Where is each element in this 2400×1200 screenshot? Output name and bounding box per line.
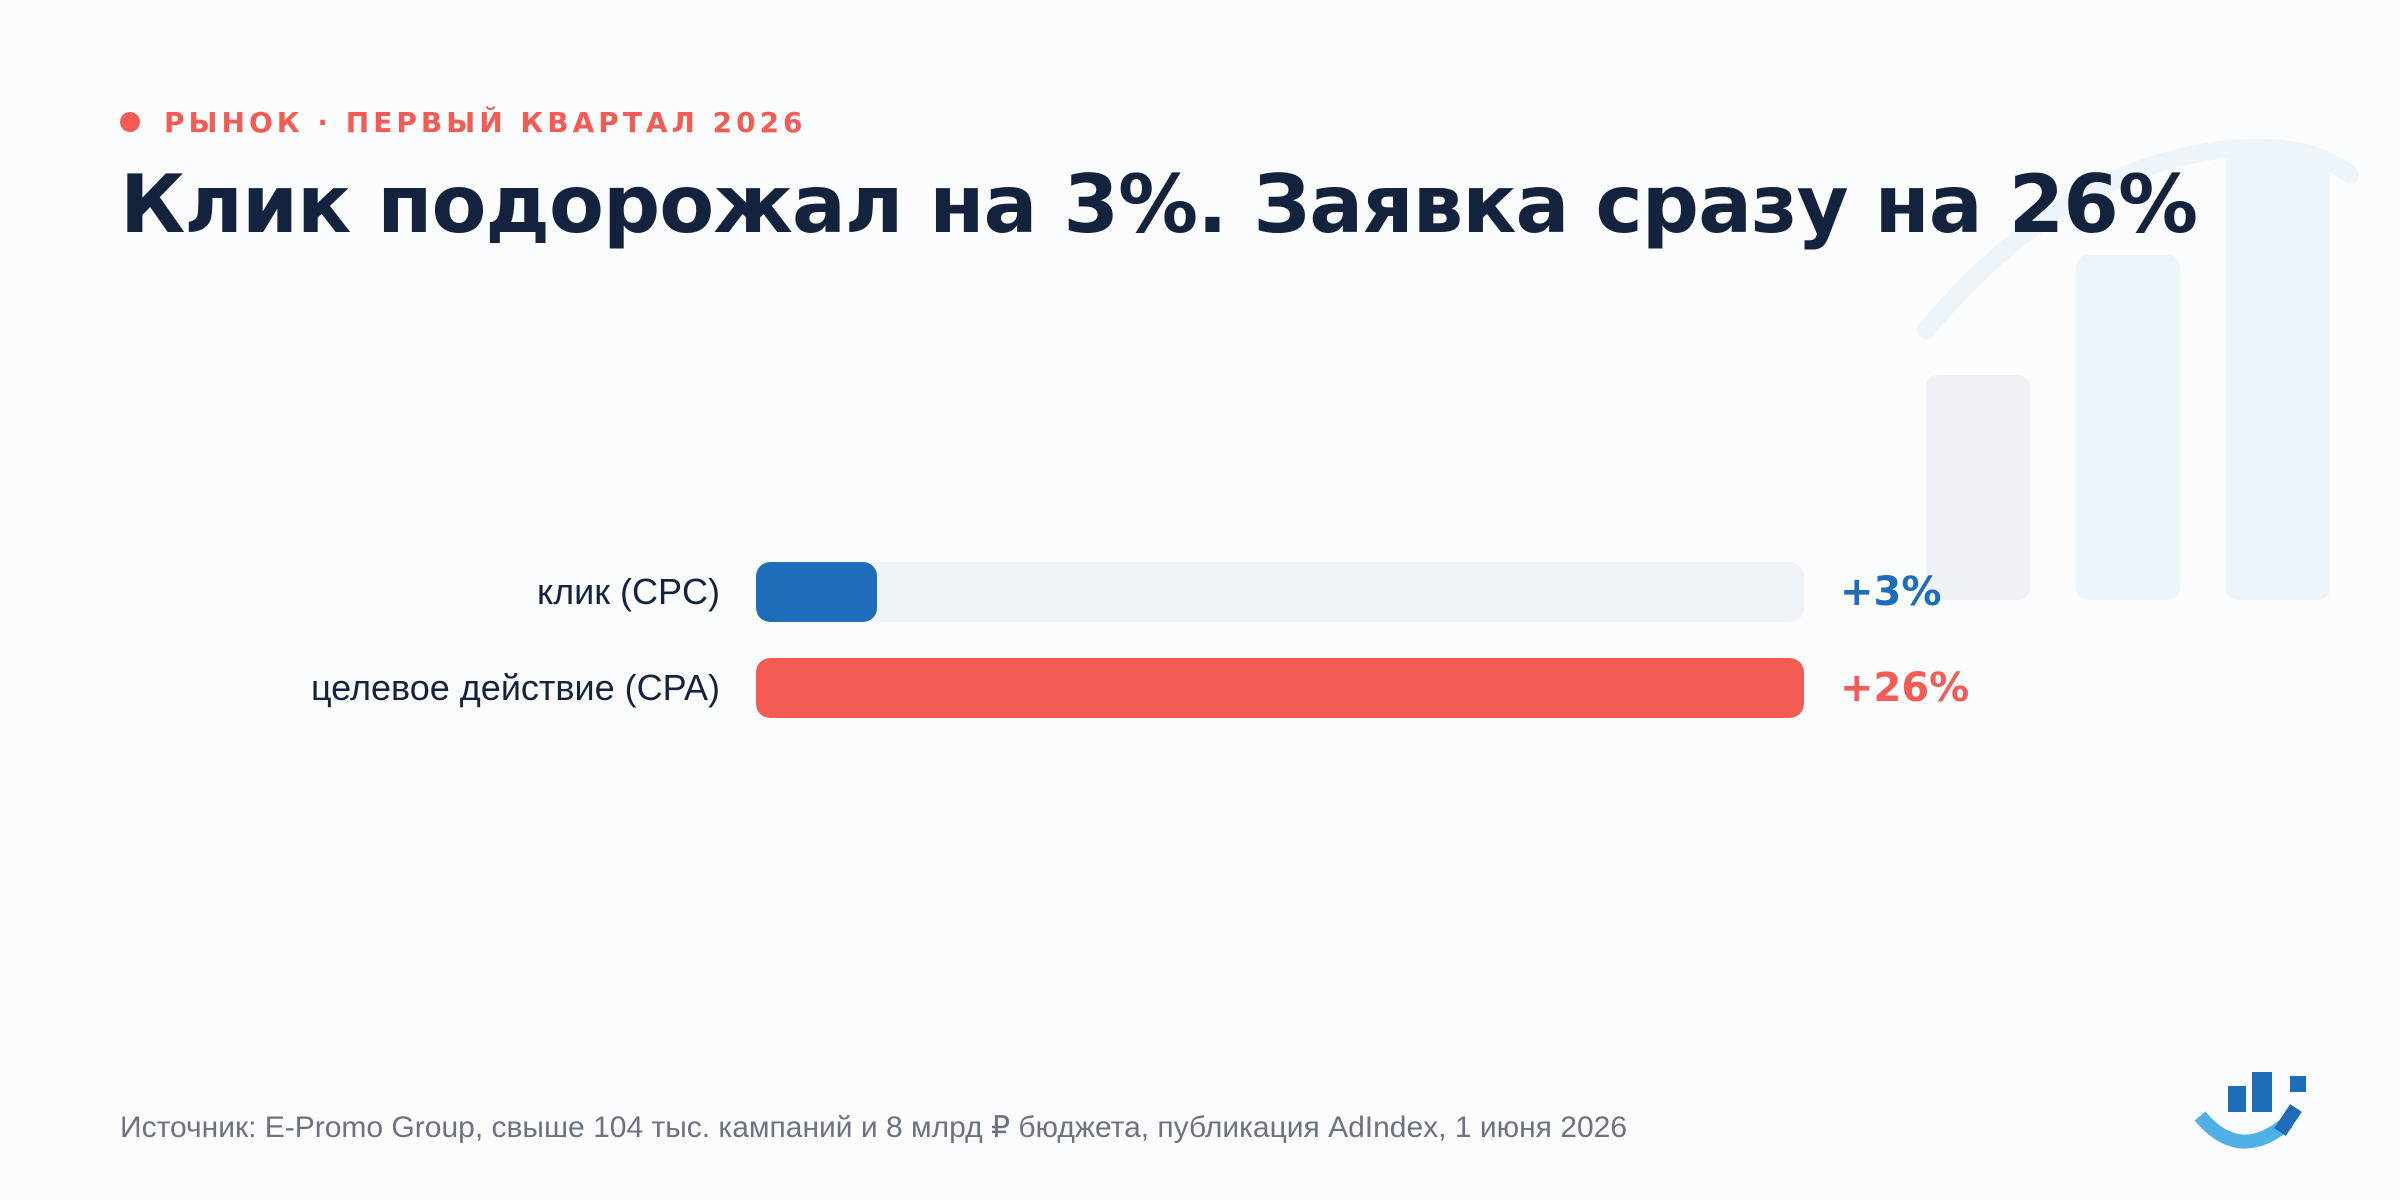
eyebrow-dot-icon [120,112,140,132]
bar-track [756,658,1804,718]
deco-arc [1917,138,2359,339]
deco-bar-2 [2076,255,2180,600]
bar-value-label: +26% [1840,665,1970,711]
bar-value-label: +3% [1840,569,1942,615]
logo-bar-3 [2290,1076,2306,1092]
logo-bar-2 [2252,1072,2272,1112]
bar-track [756,562,1804,622]
bar-fill [756,658,1804,718]
deco-bar-1 [1926,375,2030,600]
eyebrow: РЫНОК · ПЕРВЫЙ КВАРТАЛ 2026 [120,104,807,140]
bar-label: целевое действие (CPA) [310,667,720,708]
logo-arc [2194,1111,2293,1149]
source-note: Источник: E-Promo Group, свыше 104 тыс. … [120,1111,1628,1144]
background-growth-chart-icon [1917,138,2359,600]
deco-bar-3 [2226,150,2330,600]
page-title: Клик подорожал на 3%. Заявка сразу на 26… [120,158,2198,251]
brand-logo-icon [2194,1072,2306,1149]
logo-arc-dark [2274,1104,2302,1136]
bar-label: клик (CPC) [536,571,720,612]
bar-row: целевое действие (CPA) +26% [0,658,2400,718]
eyebrow-text: РЫНОК · ПЕРВЫЙ КВАРТАЛ 2026 [164,105,807,139]
logo-bar-1 [2228,1086,2246,1112]
bar-row: клик (CPC) +3% [0,562,2400,622]
bar-fill [756,562,877,622]
